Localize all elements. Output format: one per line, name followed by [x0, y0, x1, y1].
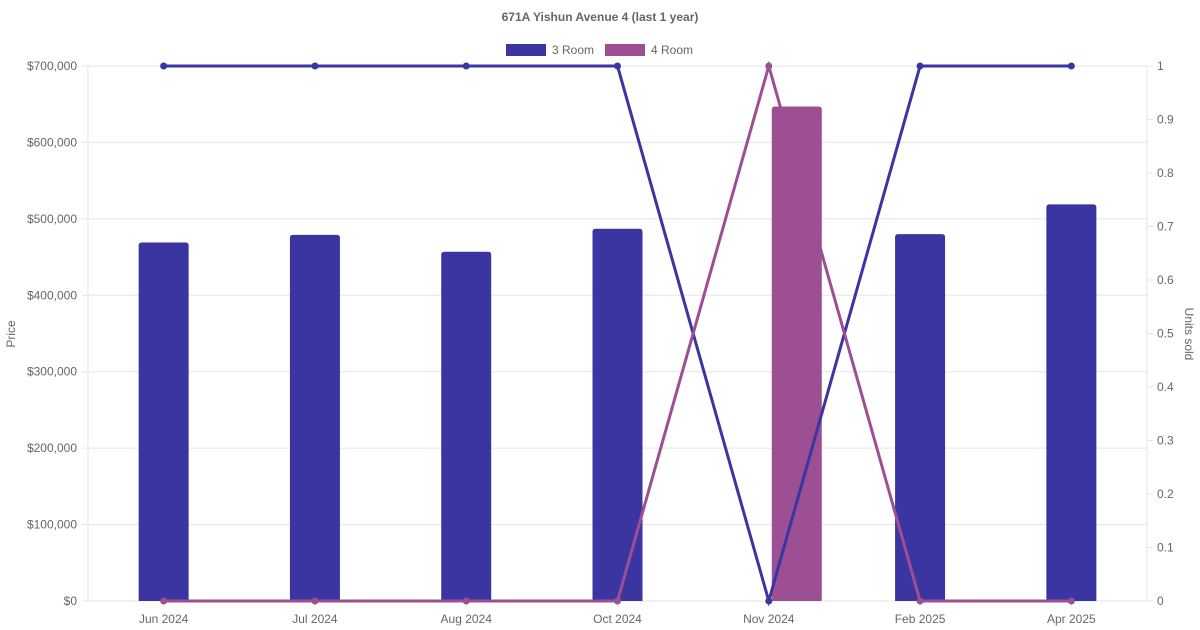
y-left-tick-label: $700,000: [27, 59, 77, 73]
y-right-tick-label: 0.8: [1157, 166, 1174, 180]
point-4-room[interactable]: [1067, 597, 1075, 605]
bar-3-room[interactable]: [1046, 204, 1097, 602]
point-4-room[interactable]: [311, 597, 319, 605]
x-tick-label: Jun 2024: [139, 612, 189, 626]
bar-3-room[interactable]: [138, 242, 189, 602]
point-3-room[interactable]: [311, 62, 319, 70]
bars: [138, 106, 1097, 602]
x-tick-label: Feb 2025: [895, 612, 946, 626]
y-axis-right-title: Units sold: [1182, 308, 1196, 361]
y-left-tick-label: $100,000: [27, 518, 77, 532]
point-3-room[interactable]: [916, 62, 924, 70]
point-4-room[interactable]: [160, 597, 168, 605]
y-right-tick-label: 0.5: [1157, 327, 1174, 341]
y-left-tick-label: $200,000: [27, 441, 77, 455]
y-left-tick-label: $600,000: [27, 135, 77, 149]
y-left-tick-label: $0: [64, 594, 78, 608]
y-right-tick-label: 0: [1157, 594, 1164, 608]
point-3-room[interactable]: [1067, 62, 1075, 70]
x-tick-label: Aug 2024: [441, 612, 493, 626]
bar-4-room[interactable]: [771, 106, 822, 601]
right-axis: 0 0.1 0.2 0.3 0.4 0.5 0.6 0.7 0.8 0.9 1: [1157, 59, 1174, 608]
y-right-tick-label: 0.2: [1157, 487, 1174, 501]
point-4-room[interactable]: [916, 597, 924, 605]
bar-3-room[interactable]: [592, 228, 643, 602]
bar-3-room[interactable]: [441, 251, 492, 601]
point-4-room[interactable]: [462, 597, 470, 605]
y-right-tick-label: 0.9: [1157, 113, 1174, 127]
x-tick-label: Oct 2024: [593, 612, 642, 626]
point-3-room[interactable]: [765, 597, 773, 605]
y-axis-left-title: Price: [4, 320, 18, 348]
point-3-room[interactable]: [160, 62, 168, 70]
point-3-room[interactable]: [614, 62, 621, 70]
point-4-room[interactable]: [614, 597, 621, 605]
y-right-tick-label: 0.6: [1157, 273, 1174, 287]
y-left-tick-label: $400,000: [27, 288, 77, 302]
legend[interactable]: 3 Room 4 Room: [506, 43, 693, 57]
y-right-tick-label: 0.1: [1157, 541, 1174, 555]
x-tick-label: Jul 2024: [292, 612, 338, 626]
bar-3-room[interactable]: [895, 234, 946, 601]
y-right-tick-label: 1: [1157, 59, 1164, 73]
legend-swatch-4-room: [605, 44, 645, 56]
y-left-tick-label: $300,000: [27, 365, 77, 379]
x-axis: Jun 2024 Jul 2024 Aug 2024 Oct 2024 Nov 2024…: [139, 612, 1096, 626]
y-left-tick-label: $500,000: [27, 212, 77, 226]
legend-swatch-3-room: [506, 44, 546, 56]
point-3-room[interactable]: [462, 62, 470, 70]
x-tick-label: Nov 2024: [743, 612, 795, 626]
left-axis: $0 $100,000 $200,000 $300,000 $400,000 $500,0…: [27, 59, 77, 608]
bar-3-room[interactable]: [289, 234, 340, 601]
chart-title: 671A Yishun Avenue 4 (last 1 year): [502, 10, 699, 24]
x-tick-label: Apr 2025: [1047, 612, 1096, 626]
legend-label-4-room: 4 Room: [651, 43, 693, 57]
y-right-tick-label: 0.3: [1157, 434, 1174, 448]
y-right-tick-label: 0.4: [1157, 380, 1174, 394]
legend-item-3-room[interactable]: 3 Room: [506, 43, 594, 57]
point-4-room[interactable]: [765, 62, 773, 70]
legend-item-4-room[interactable]: 4 Room: [605, 43, 693, 57]
y-right-tick-label: 0.7: [1157, 220, 1174, 234]
legend-label-3-room: 3 Room: [552, 43, 594, 57]
points: [160, 62, 1075, 605]
